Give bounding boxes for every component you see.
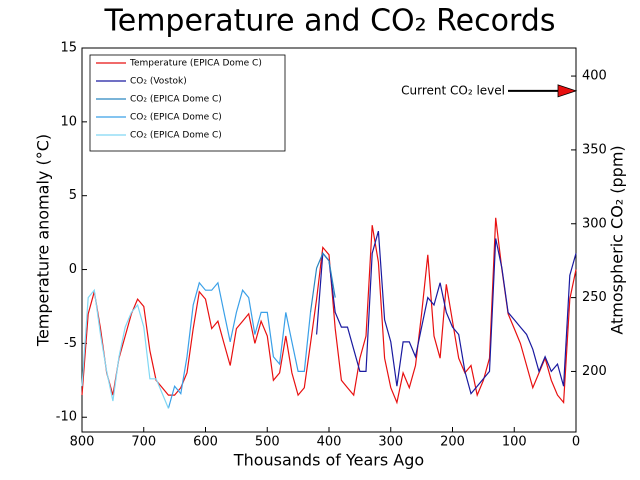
legend-label: CO₂ (EPICA Dome C) — [130, 131, 222, 141]
legend-label: CO₂ (Vostok) — [130, 77, 187, 87]
y2-tick-label: 300 — [582, 216, 607, 231]
y2-tick-label: 250 — [582, 290, 607, 305]
series-line — [316, 230, 577, 395]
annotation-arrowhead — [557, 84, 578, 98]
y-tick-label: -5 — [64, 336, 77, 351]
y2-tick-label: 400 — [582, 69, 607, 84]
chart-title: Temperature and CO₂ Records — [104, 4, 556, 39]
y-axis-label: Temperature anomaly (°C) — [34, 134, 53, 347]
series-line — [81, 288, 169, 409]
y2-axis-label: Atmospheric CO₂ (ppm) — [608, 145, 627, 334]
y-tick-label: 0 — [69, 262, 77, 277]
legend-label: CO₂ (EPICA Dome C) — [130, 95, 222, 105]
x-tick-label: 0 — [572, 435, 580, 450]
y-tick-label: -10 — [56, 410, 77, 425]
x-tick-label: 600 — [193, 435, 218, 450]
x-tick-label: 200 — [440, 435, 465, 450]
y-tick-label: 5 — [69, 188, 77, 203]
x-tick-label: 800 — [70, 435, 95, 450]
x-tick-label: 300 — [378, 435, 403, 450]
x-tick-label: 400 — [317, 435, 342, 450]
x-tick-label: 500 — [255, 435, 280, 450]
series-line — [81, 217, 577, 405]
y2-tick-label: 350 — [582, 142, 607, 157]
series-line — [167, 281, 312, 409]
annotation-text: Current CO₂ level — [401, 83, 505, 97]
x-axis-label: Thousands of Years Ago — [233, 451, 424, 470]
y-tick-label: 10 — [60, 114, 77, 129]
legend-label: Temperature (EPICA Dome C) — [129, 59, 262, 69]
legend-label: CO₂ (EPICA Dome C) — [130, 113, 222, 123]
y-tick-label: 15 — [60, 41, 77, 56]
series-line — [309, 252, 336, 313]
x-tick-label: 700 — [131, 435, 156, 450]
y2-tick-label: 200 — [582, 364, 607, 379]
x-tick-label: 100 — [502, 435, 527, 450]
